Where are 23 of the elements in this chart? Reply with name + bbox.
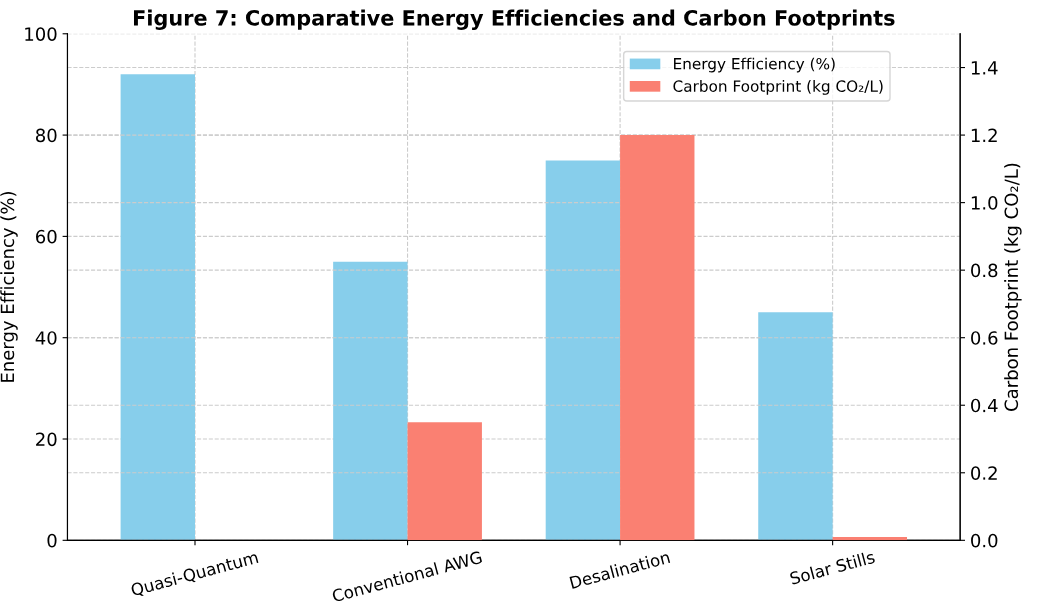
y-axis-title: Energy Efficiency (%) — [0, 192, 18, 382]
bar — [333, 261, 408, 541]
y2-tick-label: 1.4 — [971, 61, 998, 75]
bar — [120, 74, 195, 541]
y2-tick-label: 0.0 — [971, 533, 998, 548]
y-tick-label: 20 — [36, 432, 57, 447]
legend-label: Energy Efficiency (%) — [674, 57, 835, 73]
legend-label: Carbon Footprint (kg CO₂/L) — [673, 80, 883, 95]
y-tick-label: 60 — [36, 229, 57, 244]
x-tick-label: Solar Stills — [789, 550, 876, 585]
y-tick-label: 80 — [36, 128, 57, 143]
chart-title: Figure 7: Comparative Energy Efficiencies and Carbon Footprints — [134, 9, 895, 30]
y-tick-label: 100 — [25, 27, 57, 41]
y2-tick-label: 0.8 — [971, 263, 998, 278]
y-tick-label: 40 — [35, 331, 57, 345]
y2-tick-label: 1.0 — [971, 196, 998, 210]
y2-axis-title: Carbon Footprint (kg CO₂/L) — [1004, 163, 1022, 411]
y-tick-label: 0 — [47, 533, 57, 548]
y2-tick-label: 0.4 — [971, 398, 998, 413]
bar — [758, 312, 833, 541]
y2-tick-label: 1.2 — [971, 128, 997, 142]
y2-tick-label: 0.2 — [971, 466, 997, 480]
y2-tick-label: 0.6 — [971, 331, 998, 345]
